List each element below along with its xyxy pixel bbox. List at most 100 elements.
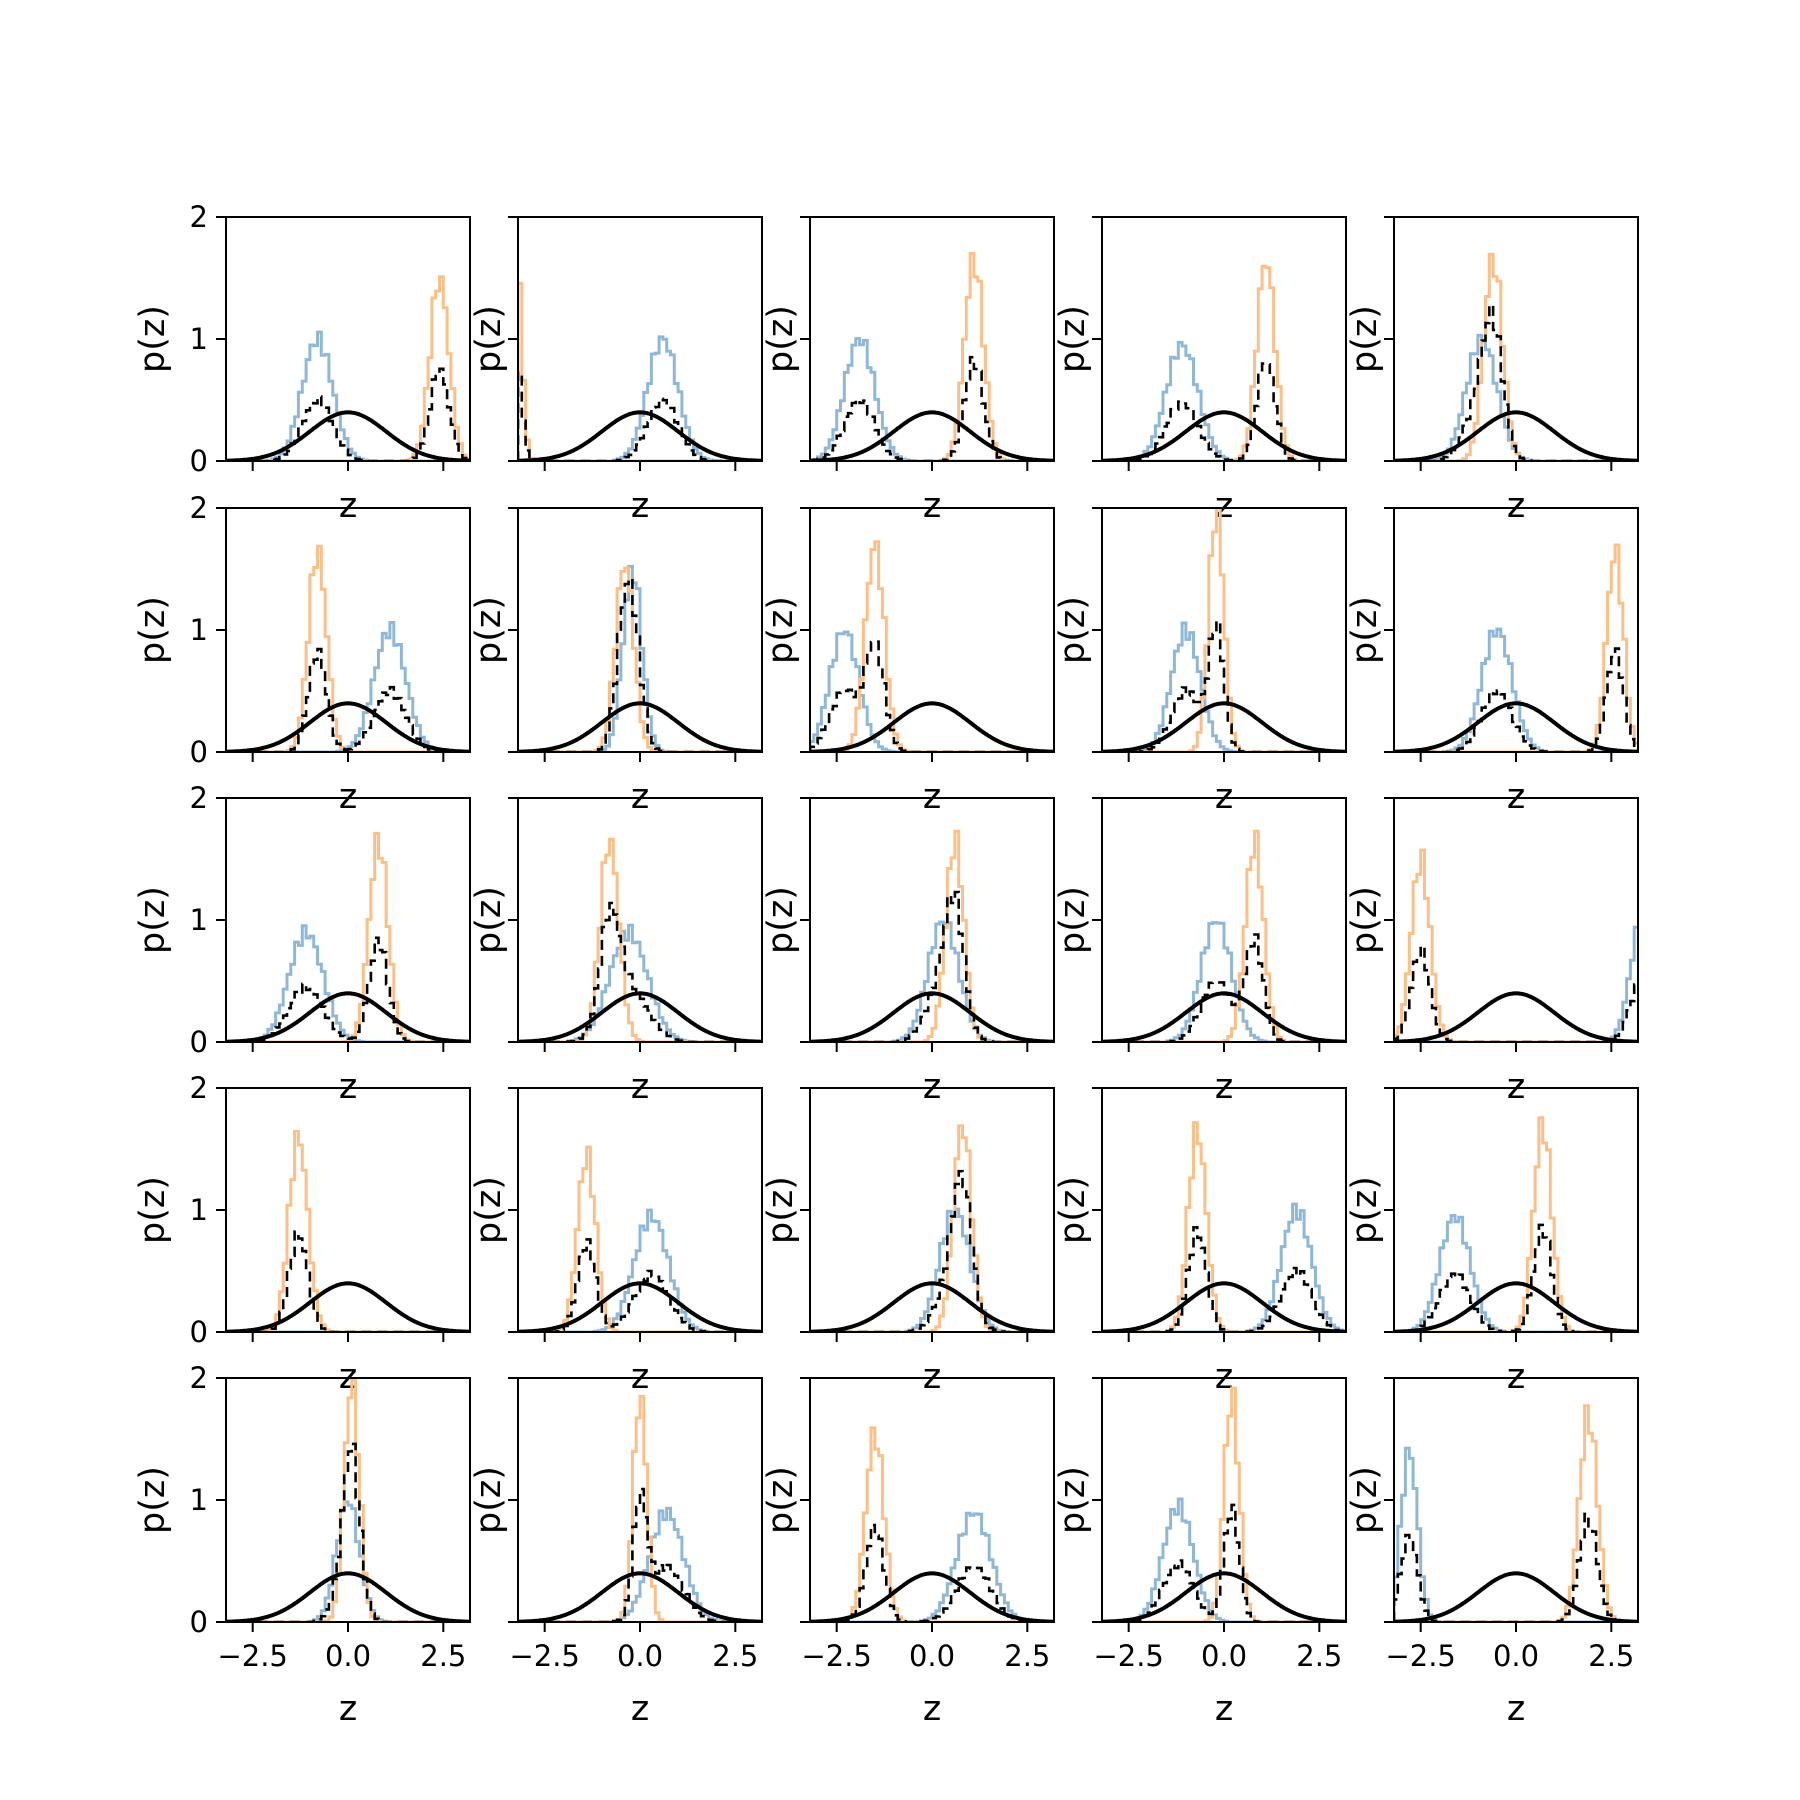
y-tick-label: 0	[190, 735, 208, 769]
prior-curve	[518, 991, 762, 1042]
x-tick-label: 2.5	[420, 1639, 466, 1673]
y-axis-label: p(z)	[1345, 886, 1385, 954]
plot-area	[1102, 1386, 1346, 1622]
x-tick-label: −2.5	[509, 1639, 579, 1673]
y-axis-label: p(z)	[133, 1176, 173, 1244]
subplot-2-3: zp(z)	[761, 507, 1055, 817]
subplot-4-2: zp(z)	[469, 1087, 763, 1397]
y-axis-label: p(z)	[1053, 596, 1093, 664]
subplot-1-2: z p(z)	[469, 216, 763, 526]
plot-area	[226, 1129, 470, 1332]
subplot-5-2: −2.5 0.0 2.5 z p(z)	[469, 1377, 763, 1729]
histogram-mixture	[518, 577, 762, 752]
prior-curve	[1394, 410, 1638, 461]
plot-area	[226, 544, 470, 752]
y-tick-label: 0	[190, 1605, 208, 1639]
plot-area	[1102, 508, 1346, 752]
y-axis-label: p(z)	[761, 596, 801, 664]
x-tick-label: 2.5	[1004, 1639, 1050, 1673]
axes-frame	[809, 507, 1055, 753]
subplot-5-5: −2.5 0.0 2.5 z p(z)	[1345, 1377, 1639, 1729]
histogram-series-b	[1102, 1386, 1346, 1622]
prior-curve	[226, 410, 470, 461]
histogram-series-b	[518, 837, 762, 1042]
histogram-series-a	[810, 920, 1054, 1042]
y-axis-label: p(z)	[1053, 1176, 1093, 1244]
prior-curve	[810, 701, 1054, 752]
histogram-series-b	[1394, 543, 1638, 752]
y-axis-label: p(z)	[469, 1466, 509, 1534]
x-tick-label: 2.5	[1296, 1639, 1342, 1673]
histogram-series-b	[226, 275, 470, 461]
histogram-mixture	[1102, 620, 1346, 752]
plot-area	[518, 281, 762, 461]
histogram-series-a	[518, 1208, 762, 1332]
histogram-mixture	[518, 901, 762, 1042]
x-axis-label: z	[1507, 1689, 1525, 1729]
y-tick-label: 0	[190, 1025, 208, 1059]
prior-curve	[1102, 991, 1346, 1042]
histogram-mixture	[226, 1442, 470, 1622]
histogram-series-b	[226, 1378, 470, 1622]
y-axis-label: p(z)	[469, 1176, 509, 1244]
histogram-mixture	[810, 1169, 1054, 1332]
subplot-2-5: zp(z)	[1345, 507, 1639, 817]
y-axis-label: p(z)	[133, 305, 173, 373]
x-tick-label: 0.0	[909, 1639, 955, 1673]
prior-curve	[226, 1571, 470, 1622]
y-axis-label: p(z)	[469, 886, 509, 954]
plot-area	[1102, 829, 1346, 1042]
prior-curve	[1102, 410, 1346, 461]
axes-frame	[1101, 797, 1347, 1043]
histogram-series-a	[810, 1207, 1054, 1332]
subplot-5-3: −2.5 0.0 2.5 z p(z)	[761, 1377, 1055, 1729]
y-tick-label: 2	[190, 200, 208, 234]
subplot-3-4: zp(z)	[1053, 797, 1347, 1107]
subplot-1-5: z p(z)	[1345, 216, 1639, 526]
prior-curve	[1102, 1571, 1346, 1622]
y-axis-label: p(z)	[1053, 886, 1093, 954]
prior-curve	[518, 701, 762, 752]
histogram-series-b	[810, 540, 1054, 752]
subplot-1-1: 0 1 2 z p(z)	[133, 200, 471, 526]
subplot-3-3: zp(z)	[761, 797, 1055, 1107]
prior-curve	[1394, 701, 1638, 752]
histogram-series-b	[810, 829, 1054, 1042]
x-axis-label: z	[631, 486, 649, 526]
histogram-series-b	[810, 1426, 1054, 1622]
histogram-mixture	[226, 647, 470, 752]
subplot-4-3: zp(z)	[761, 1087, 1055, 1397]
histogram-mixture	[810, 1523, 1054, 1622]
prior-curve	[226, 701, 470, 752]
y-tick-label: 1	[190, 903, 208, 937]
histogram-mixture	[1102, 1503, 1346, 1622]
histogram-mixture	[518, 1487, 762, 1622]
histogram-mixture	[1102, 933, 1346, 1042]
histogram-series-a	[810, 337, 1054, 461]
plot-area	[518, 837, 762, 1042]
y-axis-label: p(z)	[469, 305, 509, 373]
histogram-mixture	[226, 1230, 470, 1332]
x-axis-label: z	[339, 1689, 357, 1729]
plot-area	[810, 1124, 1054, 1332]
subplot-1-4: zp(z)	[1053, 216, 1347, 526]
plot-area	[1394, 848, 1638, 1042]
y-tick-label: 1	[190, 1193, 208, 1227]
histogram-series-a	[1394, 333, 1638, 461]
histogram-series-a	[226, 1500, 470, 1622]
subplot-2-4: zp(z)	[1053, 507, 1347, 817]
histogram-series-b	[1102, 508, 1346, 752]
histogram-series-a	[1102, 1202, 1346, 1332]
x-axis-label: z	[1507, 486, 1525, 526]
histogram-series-b	[518, 566, 762, 752]
plot-area	[810, 540, 1054, 752]
y-axis-label: p(z)	[1053, 1466, 1093, 1534]
x-tick-label: −2.5	[1093, 1639, 1163, 1673]
histogram-series-b	[518, 1394, 762, 1622]
x-tick-label: 0.0	[325, 1639, 371, 1673]
histogram-series-a	[1102, 340, 1346, 461]
histogram-series-b	[226, 544, 470, 752]
